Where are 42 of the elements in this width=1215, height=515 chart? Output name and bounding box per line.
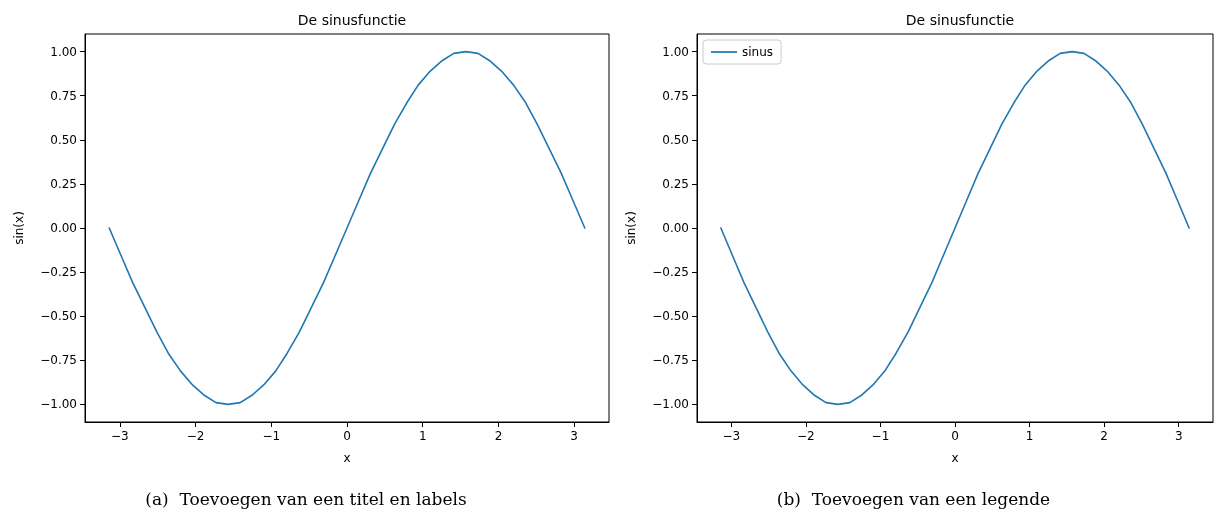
x-tick-label: 1 (418, 429, 427, 443)
y-tick-label: −0.50 (40, 309, 77, 324)
y-tick-label: −1.00 (40, 397, 77, 412)
x-axis-title: x (343, 451, 351, 465)
text: (b) Toevoegen van een legende (776, 488, 1051, 509)
line-series (108, 50, 586, 406)
y-tick-label: 0.75 (50, 88, 77, 103)
y-tick-label: 1.00 (50, 44, 77, 59)
y-tick-label: −0.75 (652, 353, 689, 368)
x-tick-label: 2 (494, 429, 503, 443)
y-tick-label: −0.75 (40, 353, 77, 368)
y-axis-title: sin(x) (624, 211, 638, 245)
x-tick-label: 3 (570, 429, 578, 443)
x-tick-label: −2 (186, 429, 205, 443)
y-tick-label: 0.25 (662, 176, 689, 191)
legend-label: sinus (742, 45, 774, 59)
x-tick-label: −1 (262, 429, 281, 443)
y-tick-label: 0.00 (662, 221, 689, 235)
y-tick-label: −0.50 (652, 309, 689, 324)
y-tick-label: 1.00 (662, 44, 689, 59)
x-tick-label: 3 (1174, 429, 1183, 443)
x-tick-label: −3 (722, 429, 741, 443)
x-tick-label: −3 (110, 429, 129, 443)
x-tick-label: −2 (797, 429, 815, 443)
y-tick-label: 0.00 (50, 221, 77, 235)
y-tick-label: −0.25 (652, 265, 689, 280)
text: (a) Toevoegen van een titel en labels (145, 488, 467, 509)
x-tick-label: −1 (871, 429, 890, 443)
y-tick-label: −1.00 (652, 397, 689, 412)
y-tick-label: 0.75 (662, 88, 689, 103)
y-tick-label: −0.25 (40, 265, 77, 280)
chart-title: De sinusfunctie (297, 12, 407, 28)
y-tick-label: 0.50 (662, 132, 689, 147)
x-tick-label: 0 (343, 429, 351, 443)
y-axis-title: sin(x) (12, 211, 26, 245)
x-tick-label: 1 (1025, 429, 1034, 443)
x-tick-label: 0 (951, 429, 959, 443)
x-tick-label: 2 (1100, 429, 1108, 443)
y-tick-label: 0.25 (50, 176, 77, 191)
x-axis-title: x (951, 451, 959, 465)
y-tick-label: 0.50 (50, 132, 77, 147)
chart-title: De sinusfunctie (905, 12, 1015, 28)
